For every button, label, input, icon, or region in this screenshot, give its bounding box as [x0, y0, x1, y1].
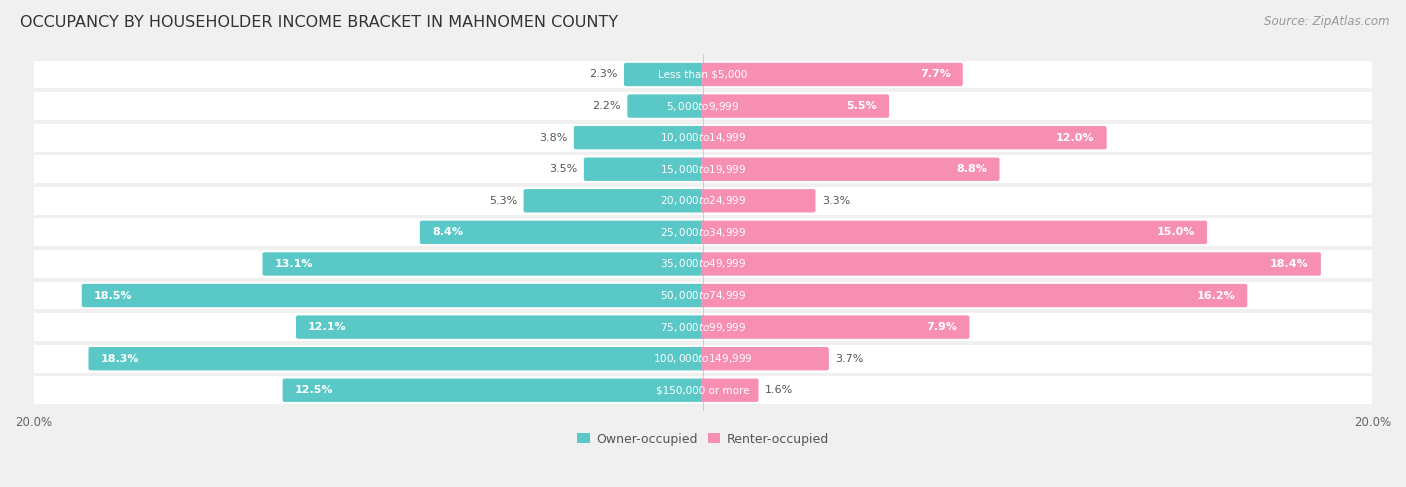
Text: $15,000 to $19,999: $15,000 to $19,999 — [659, 163, 747, 176]
FancyBboxPatch shape — [574, 126, 704, 150]
FancyBboxPatch shape — [420, 221, 704, 244]
Text: 5.5%: 5.5% — [846, 101, 877, 111]
Text: 2.2%: 2.2% — [592, 101, 621, 111]
Bar — [17, 187, 1389, 215]
FancyBboxPatch shape — [89, 347, 704, 370]
Bar — [17, 92, 1389, 120]
Text: OCCUPANCY BY HOUSEHOLDER INCOME BRACKET IN MAHNOMEN COUNTY: OCCUPANCY BY HOUSEHOLDER INCOME BRACKET … — [20, 15, 617, 30]
FancyBboxPatch shape — [263, 252, 704, 276]
Text: $25,000 to $34,999: $25,000 to $34,999 — [659, 226, 747, 239]
Text: 18.3%: 18.3% — [100, 354, 139, 364]
Text: 15.0%: 15.0% — [1157, 227, 1195, 237]
FancyBboxPatch shape — [624, 63, 704, 86]
Text: $100,000 to $149,999: $100,000 to $149,999 — [654, 352, 752, 365]
FancyBboxPatch shape — [702, 284, 1247, 307]
Text: 16.2%: 16.2% — [1197, 291, 1236, 300]
FancyBboxPatch shape — [702, 126, 1107, 150]
Text: $5,000 to $9,999: $5,000 to $9,999 — [666, 99, 740, 112]
FancyBboxPatch shape — [702, 63, 963, 86]
Bar — [17, 219, 1389, 246]
FancyBboxPatch shape — [702, 157, 1000, 181]
FancyBboxPatch shape — [627, 94, 704, 118]
Text: $150,000 or more: $150,000 or more — [657, 385, 749, 395]
Text: 3.8%: 3.8% — [538, 132, 568, 143]
FancyBboxPatch shape — [702, 221, 1208, 244]
FancyBboxPatch shape — [702, 378, 759, 402]
Bar — [17, 250, 1389, 278]
FancyBboxPatch shape — [297, 316, 704, 339]
Text: $10,000 to $14,999: $10,000 to $14,999 — [659, 131, 747, 144]
Text: 8.4%: 8.4% — [432, 227, 463, 237]
Text: 12.5%: 12.5% — [295, 385, 333, 395]
Text: 7.9%: 7.9% — [927, 322, 957, 332]
Text: 18.4%: 18.4% — [1270, 259, 1309, 269]
Text: $75,000 to $99,999: $75,000 to $99,999 — [659, 320, 747, 334]
FancyBboxPatch shape — [82, 284, 704, 307]
FancyBboxPatch shape — [702, 252, 1320, 276]
Text: Less than $5,000: Less than $5,000 — [658, 70, 748, 79]
Text: 8.8%: 8.8% — [956, 164, 987, 174]
FancyBboxPatch shape — [583, 157, 704, 181]
FancyBboxPatch shape — [283, 378, 704, 402]
Text: $20,000 to $24,999: $20,000 to $24,999 — [659, 194, 747, 207]
Bar — [17, 60, 1389, 88]
Text: 3.5%: 3.5% — [550, 164, 578, 174]
Text: 12.1%: 12.1% — [308, 322, 347, 332]
FancyBboxPatch shape — [523, 189, 704, 212]
Bar — [17, 155, 1389, 183]
FancyBboxPatch shape — [702, 347, 830, 370]
Bar — [17, 345, 1389, 373]
Text: 18.5%: 18.5% — [94, 291, 132, 300]
FancyBboxPatch shape — [702, 316, 969, 339]
Text: 12.0%: 12.0% — [1056, 132, 1095, 143]
Text: 3.7%: 3.7% — [835, 354, 863, 364]
Text: $50,000 to $74,999: $50,000 to $74,999 — [659, 289, 747, 302]
Text: Source: ZipAtlas.com: Source: ZipAtlas.com — [1264, 15, 1389, 28]
FancyBboxPatch shape — [702, 189, 815, 212]
Bar — [17, 376, 1389, 404]
Text: 1.6%: 1.6% — [765, 385, 793, 395]
Text: $35,000 to $49,999: $35,000 to $49,999 — [659, 258, 747, 270]
Text: 2.3%: 2.3% — [589, 70, 617, 79]
Bar — [17, 313, 1389, 341]
Legend: Owner-occupied, Renter-occupied: Owner-occupied, Renter-occupied — [578, 432, 828, 446]
Text: 7.7%: 7.7% — [920, 70, 950, 79]
Bar — [17, 124, 1389, 151]
Text: 13.1%: 13.1% — [274, 259, 314, 269]
FancyBboxPatch shape — [702, 94, 889, 118]
Text: 5.3%: 5.3% — [489, 196, 517, 206]
Text: 3.3%: 3.3% — [823, 196, 851, 206]
Bar — [17, 281, 1389, 309]
